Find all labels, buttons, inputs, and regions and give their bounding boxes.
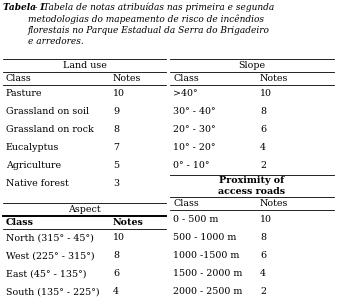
Text: 2000 - 2500 m: 2000 - 2500 m: [173, 286, 242, 295]
Text: 6: 6: [260, 126, 266, 135]
Text: 10° - 20°: 10° - 20°: [173, 144, 215, 152]
Text: 20° - 30°: 20° - 30°: [173, 126, 216, 135]
Text: 10: 10: [260, 89, 272, 98]
Text: Notes: Notes: [113, 218, 144, 227]
Text: 4: 4: [260, 269, 266, 277]
Text: Class: Class: [6, 74, 32, 83]
Text: Notes: Notes: [113, 74, 142, 83]
Text: 8: 8: [113, 251, 119, 260]
Text: 4: 4: [113, 288, 119, 297]
Text: Land use: Land use: [63, 61, 106, 70]
Text: Proximity of
access roads: Proximity of access roads: [218, 176, 285, 196]
Text: 8: 8: [260, 233, 266, 242]
Text: 0° - 10°: 0° - 10°: [173, 161, 210, 170]
Text: Pasture: Pasture: [6, 89, 42, 98]
Text: Notes: Notes: [260, 74, 288, 83]
Text: 30° - 40°: 30° - 40°: [173, 108, 216, 117]
Text: 6: 6: [113, 269, 119, 278]
Text: Notes: Notes: [260, 199, 288, 208]
Text: e arredores.: e arredores.: [28, 37, 84, 47]
Text: 8: 8: [260, 108, 266, 117]
Text: 4: 4: [260, 144, 266, 152]
Text: West (225° - 315°): West (225° - 315°): [6, 251, 95, 260]
Text: metodologias do mapeamento de risco de incêndios: metodologias do mapeamento de risco de i…: [28, 14, 264, 24]
Text: 2: 2: [260, 161, 266, 170]
Text: Native forest: Native forest: [6, 179, 69, 188]
Text: 3: 3: [113, 179, 119, 188]
Text: Class: Class: [173, 74, 199, 83]
Text: Slope: Slope: [239, 61, 266, 70]
Text: 6: 6: [260, 251, 266, 260]
Text: Grassland on soil: Grassland on soil: [6, 108, 89, 117]
Text: 9: 9: [113, 108, 119, 117]
Text: 1000 -1500 m: 1000 -1500 m: [173, 251, 239, 260]
Text: Class: Class: [6, 218, 34, 227]
Text: 500 - 1000 m: 500 - 1000 m: [173, 233, 236, 242]
Text: Class: Class: [173, 199, 199, 208]
Text: Tabela 1: Tabela 1: [3, 3, 45, 12]
Text: florestais no Parque Estadual da Serra do Brigadeiro: florestais no Parque Estadual da Serra d…: [28, 26, 270, 35]
Text: Grassland on rock: Grassland on rock: [6, 126, 94, 135]
Text: 0 - 500 m: 0 - 500 m: [173, 214, 218, 223]
Text: South (135° - 225°): South (135° - 225°): [6, 288, 100, 297]
Text: East (45° - 135°): East (45° - 135°): [6, 269, 87, 278]
Text: Agriculture: Agriculture: [6, 161, 61, 170]
Text: Aspect: Aspect: [68, 205, 101, 214]
Text: North (315° - 45°): North (315° - 45°): [6, 234, 94, 242]
Text: 2: 2: [260, 286, 266, 295]
Text: 10: 10: [113, 234, 125, 242]
Text: –  Tabela de notas atribuídas nas primeira e segunda: – Tabela de notas atribuídas nas primeir…: [33, 3, 274, 13]
Text: >40°: >40°: [173, 89, 197, 98]
Text: Eucalyptus: Eucalyptus: [6, 144, 59, 152]
Text: 1500 - 2000 m: 1500 - 2000 m: [173, 269, 242, 277]
Text: 7: 7: [113, 144, 119, 152]
Text: 10: 10: [260, 214, 272, 223]
Text: 10: 10: [113, 89, 125, 98]
Text: 5: 5: [113, 161, 119, 170]
Text: 8: 8: [113, 126, 119, 135]
